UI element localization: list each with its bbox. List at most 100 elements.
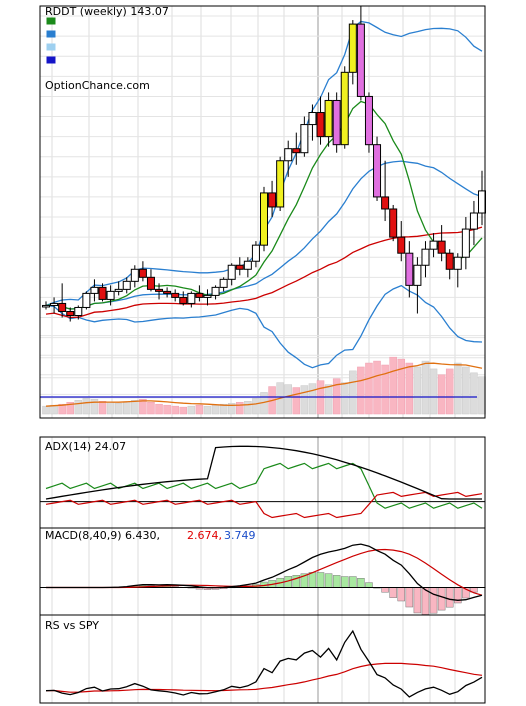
candle-body [324,99,333,138]
volume-bar [340,382,349,415]
candle-body [251,244,260,262]
candle-body [413,264,422,286]
candle-body [106,290,115,300]
volume-bar [90,399,99,415]
candle-body [268,192,277,208]
candle-body [445,252,454,270]
minus-di-line [45,491,483,519]
candle-body [260,192,268,246]
volume-bar [349,370,357,415]
candle-body [284,148,293,162]
macd-histogram-bar [389,587,397,598]
rs-average-line [45,662,483,693]
volume-bar [308,383,317,415]
volume-bar [397,358,406,415]
adx-line [45,445,482,500]
indicator-layer [40,445,486,698]
candle-body [42,304,50,308]
candle-body [163,290,172,294]
candle-body [50,302,59,306]
macd-label: MACD(8,40,9) 6.430, [45,529,160,542]
candle-body [389,208,398,238]
volume-bar [365,362,373,415]
rs-line [45,629,483,698]
volume-bar [114,402,123,415]
legend-swatch [46,30,56,38]
candle-body [171,292,180,298]
macd-histogram-bar [340,576,349,588]
candle-body [292,148,301,154]
macd-signal-label: 2.674, [187,529,222,542]
candle-body [421,248,430,266]
volume-bar [462,366,470,415]
sma8-line [45,100,483,310]
candle-body [348,23,357,73]
candle-body [114,288,123,292]
candle-body [195,292,204,298]
plus-di-line [45,462,483,509]
volume-bar [139,399,147,415]
legend-swatch [46,17,56,25]
candle-body [74,306,83,317]
candle-body [478,190,486,214]
candle-body [243,260,252,270]
candle-body [316,112,325,138]
volume-bar [122,401,131,415]
macd-histogram-bar [429,587,438,614]
macd-hist-label: 3.749 [224,529,256,542]
macd-histogram-bar [413,587,422,614]
panel-frame-3 [39,614,486,704]
macd-histogram-bar [381,587,389,593]
volume-bar [203,405,212,415]
macd-histogram-bar [445,587,454,608]
volume-bar [187,405,196,415]
volume-bar [470,372,478,415]
volume-bar [42,405,50,415]
volume-bar [227,402,236,415]
candle-body [308,112,317,126]
macd-histogram-bar [365,582,373,588]
candle-body [98,286,107,300]
volume-bar [98,401,107,415]
volume-bar [413,366,422,415]
volume-bar [445,368,454,415]
volume-bar [357,366,365,415]
candle-body [66,310,75,317]
candle-body [300,124,309,154]
candle-body [130,268,139,282]
grid-layer [40,6,485,703]
candle-body [332,99,341,146]
candle-body [58,302,67,312]
macd-histogram-bar [308,572,317,588]
candle-body [219,278,228,288]
volume-bar [454,362,462,415]
price-layer [40,6,486,415]
candle-body [437,240,446,254]
volume-bar [405,362,414,415]
volume-bar [389,356,397,415]
candle-body [276,160,285,208]
candle-body [122,280,131,290]
volume-bar [195,404,204,415]
candle-body [356,23,365,97]
adx-label: ADX(14) 24.07 [45,440,126,453]
volume-bar [74,400,83,415]
macd-histogram-bar [437,587,446,611]
volume-bar [106,401,115,415]
chart-title: RDDT (weekly) 143.07 [45,5,169,18]
volume-bar [131,400,139,415]
volume-bar [236,401,244,415]
candle-body [364,95,373,146]
volume-bar [171,405,179,415]
candle-body [461,228,470,258]
volume-bar [58,403,66,415]
candle-body [469,212,478,230]
volume-bar [244,401,252,415]
candle-body [138,268,147,278]
axes-layer [39,5,486,704]
candle-body [211,286,220,296]
candle-body [405,252,414,286]
volume-bar [300,385,309,415]
candle-body [381,196,390,210]
candle-body [146,276,155,290]
